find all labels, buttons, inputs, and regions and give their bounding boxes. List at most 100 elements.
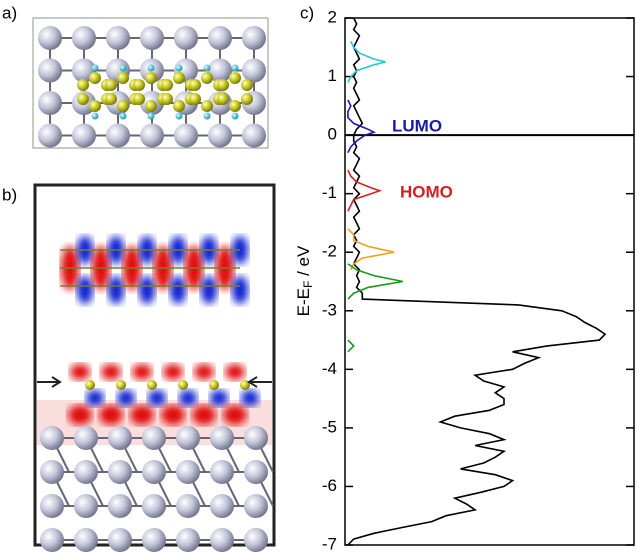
carbon-atom	[240, 380, 250, 390]
substrate-atom	[40, 494, 64, 518]
carbon-atom	[77, 79, 89, 91]
y-tick-label: -3	[322, 300, 337, 319]
annotation: LUMO	[392, 116, 442, 135]
hydrogen-atom	[231, 112, 239, 120]
density-lobe	[210, 390, 228, 406]
substrate-atom	[208, 26, 232, 50]
carbon-atom	[189, 93, 201, 105]
substrate-atom	[210, 426, 234, 450]
dos-curve	[347, 228, 395, 271]
density-lobe	[148, 390, 166, 406]
hydrogen-atom	[203, 112, 211, 120]
carbon-atom	[241, 79, 253, 91]
y-axis-label-sub: F	[301, 281, 315, 288]
density-lobe	[201, 276, 217, 304]
substrate-atom	[208, 58, 232, 83]
substrate-atom	[244, 494, 268, 518]
substrate-atom	[106, 26, 130, 50]
y-tick-label: 1	[328, 66, 337, 85]
y-axis-label-part: / eV	[294, 245, 313, 281]
y-tick-label: -2	[322, 242, 337, 261]
density-lobe	[117, 390, 135, 406]
density-lobe	[225, 364, 245, 380]
density-lobe	[163, 364, 183, 380]
structure-images	[32, 17, 276, 552]
y-tick-label: 0	[328, 125, 337, 144]
density-lobe	[99, 405, 123, 425]
dos-curve	[347, 41, 386, 83]
substrate-atom	[244, 528, 268, 552]
density-lobe	[130, 405, 154, 425]
cell-box	[32, 17, 269, 149]
carbon-atom	[89, 100, 101, 112]
substrate-atom	[108, 460, 132, 484]
hydrogen-atom	[147, 112, 155, 120]
substrate-atom	[108, 426, 132, 450]
carbon-atom	[133, 93, 145, 105]
carbon-atom	[178, 380, 188, 390]
panel-label: c)	[300, 3, 314, 22]
substrate-atom	[142, 528, 166, 552]
carbon-atom	[147, 380, 157, 390]
carbon-atom	[189, 79, 201, 91]
y-tick-label: -4	[322, 359, 337, 378]
substrate-atom	[40, 460, 64, 484]
substrate-atom	[174, 123, 198, 148]
substrate-atom	[142, 460, 166, 484]
substrate-atom	[244, 426, 268, 450]
density-lobe	[192, 405, 216, 425]
density-lobe	[139, 276, 155, 304]
substrate-atom	[140, 123, 164, 148]
carbon-atom	[161, 93, 173, 105]
substrate-atom	[72, 26, 96, 50]
density-lobe	[170, 276, 186, 304]
density-lobe	[161, 405, 185, 425]
substrate-atom	[74, 460, 98, 484]
substrate-atom	[140, 26, 164, 50]
hydrogen-atom	[119, 64, 127, 72]
density-lobe	[77, 276, 93, 304]
substrate-atom	[74, 426, 98, 450]
hydrogen-atom	[147, 64, 155, 72]
substrate-atom	[40, 528, 64, 552]
molecule-skeleton	[60, 249, 240, 287]
substrate-atom	[40, 426, 64, 450]
density-lobe	[194, 364, 214, 380]
density-lobe	[223, 405, 247, 425]
dos-curve	[347, 169, 383, 212]
y-tick-label: -1	[322, 183, 337, 202]
substrate-atom	[106, 123, 130, 148]
carbon-atom	[117, 72, 129, 84]
carbon-atom	[105, 93, 117, 105]
substrate-atom	[38, 123, 62, 148]
substrate-atom	[208, 123, 232, 148]
carbon-atom	[173, 72, 185, 84]
substrate-atom	[174, 26, 198, 50]
hydrogen-atom	[91, 112, 99, 120]
substrate-atom	[210, 460, 234, 484]
substrate-atom	[142, 494, 166, 518]
plot-frame	[344, 17, 635, 546]
density-lobe	[241, 390, 259, 406]
annotation: HOMO	[400, 182, 453, 201]
density-lobe	[68, 405, 92, 425]
y-axis-label-part: E-E	[294, 288, 313, 316]
substrate-atom	[242, 123, 266, 148]
arrow	[37, 376, 62, 388]
density-lobe	[108, 276, 124, 304]
substrate-atom	[242, 26, 266, 50]
y-tick-label: -7	[322, 534, 337, 553]
carbon-atom	[209, 380, 219, 390]
substrate-atom	[210, 494, 234, 518]
y-tick-label: 2	[328, 7, 337, 26]
substrate-atom	[108, 494, 132, 518]
hydrogen-atom	[203, 64, 211, 72]
y-tick-label: -6	[322, 476, 337, 495]
substrate-atom	[38, 58, 62, 83]
hydrogen-atom	[91, 64, 99, 72]
density-lobe	[70, 364, 90, 380]
substrate-atom	[38, 26, 62, 50]
hydrogen-atom	[175, 64, 183, 72]
panel-label: b)	[2, 185, 17, 204]
